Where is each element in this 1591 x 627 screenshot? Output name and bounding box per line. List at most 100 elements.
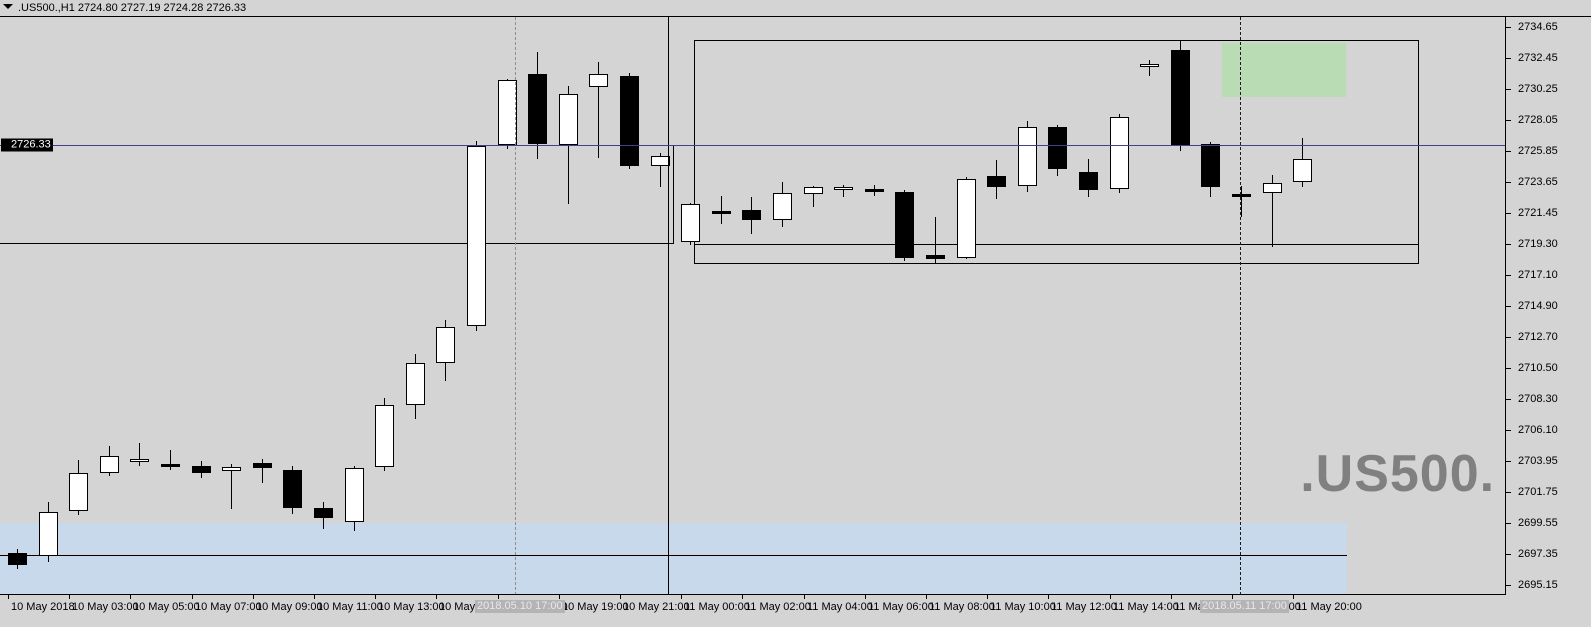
candle-body-bullish (957, 178, 976, 258)
candle-body-bearish (161, 464, 180, 468)
price-axis-label: 2703.95 (1518, 454, 1558, 467)
candle-body-bearish (253, 462, 272, 469)
candle-body-bullish (39, 512, 58, 557)
time-tick (192, 595, 193, 599)
time-axis-label: 10 May 07:00 (195, 601, 262, 613)
price-tick (1506, 58, 1511, 60)
candle-wick (813, 185, 814, 208)
price-axis-label: 2730.25 (1518, 83, 1558, 96)
price-axis-label: 2719.30 (1518, 237, 1558, 250)
time-axis-label: 11 May 10:00 (990, 601, 1056, 613)
candle-body-bearish (865, 188, 884, 192)
bid-price-line (0, 144, 1506, 146)
price-axis-label: 2728.05 (1518, 114, 1558, 127)
candle-body-bullish (681, 204, 700, 243)
rectangle-left[interactable] (0, 144, 674, 244)
time-cursor-highlight: 2018.05.10 17:00 (475, 600, 565, 613)
candle-body-bullish (559, 94, 578, 145)
time-axis-label: 10 May 09:00 (256, 601, 323, 613)
time-axis-label: 10 May 11:00 (317, 601, 383, 613)
time-tick (1171, 595, 1172, 599)
time-tick (987, 595, 988, 599)
candle-body-bullish (467, 146, 486, 326)
candle-wick (231, 464, 232, 510)
time-axis-label: 11 May 04:00 (807, 601, 873, 613)
time-tick (498, 595, 499, 599)
candle-body-bearish (1048, 126, 1067, 169)
candle-body-bullish (100, 455, 119, 473)
price-axis-label: 2734.65 (1518, 21, 1558, 33)
time-tick (926, 595, 927, 599)
zone-blue-lower (0, 556, 1347, 595)
candle-body-bearish (1171, 50, 1190, 145)
rectangle-right-inner-line (694, 243, 1419, 245)
price-tick (1506, 460, 1511, 462)
vertical-separator-line (668, 17, 669, 595)
candle-wick (1149, 60, 1150, 76)
price-tick (1506, 27, 1511, 28)
time-axis-label: 11 May 14:00 (1113, 601, 1179, 613)
time-axis-label: 11 May 12:00 (1051, 601, 1117, 613)
candle-body-bearish (895, 191, 914, 258)
candle-body-bullish (222, 467, 241, 472)
zone-green (1222, 43, 1346, 97)
price-axis-label: 2708.30 (1518, 393, 1558, 406)
candle-body-bearish (1079, 171, 1098, 191)
candle-wick (660, 153, 661, 188)
price-tick (1506, 89, 1511, 91)
time-tick (130, 595, 131, 599)
time-axis-label: 10 May 03:00 (72, 601, 139, 613)
candle-body-bullish (1263, 183, 1282, 193)
chart-plot-area[interactable] (0, 17, 1506, 595)
candle-wick (1272, 174, 1273, 247)
candle-body-bullish (1293, 159, 1312, 182)
price-axis-label: 2699.55 (1518, 516, 1558, 529)
time-axis-label: 10 May 21:00 (623, 601, 690, 613)
time-axis-label: 11 May 02:00 (745, 601, 811, 613)
chevron-down-icon[interactable] (3, 4, 13, 9)
candle-body-bearish (528, 74, 547, 144)
price-tick (1506, 368, 1511, 370)
candle-body-bullish (1110, 116, 1129, 189)
candle-body-bearish (742, 209, 761, 220)
price-axis-label: 2732.45 (1518, 52, 1558, 65)
time-axis-label: 10 May 05:00 (133, 601, 200, 613)
candle-body-bullish (589, 74, 608, 88)
price-tick (1506, 306, 1511, 307)
price-tick (1506, 399, 1511, 401)
candle-body-bullish (69, 472, 88, 511)
candle-wick (935, 217, 936, 264)
candle-body-bullish (834, 187, 853, 191)
time-tick (1110, 595, 1111, 599)
candle-body-bearish (620, 75, 639, 167)
candle-body-bullish (406, 362, 425, 405)
plot-bottom-border (0, 594, 1506, 595)
time-tick (8, 595, 9, 599)
time-tick (804, 595, 805, 599)
price-axis-label: 2723.65 (1518, 176, 1558, 189)
chart-title-bar: .US500.,H1 2724.80 2727.19 2724.28 2726.… (0, 0, 1591, 17)
price-tick (1506, 585, 1511, 586)
price-axis[interactable]: 2734.65 2732.45 2730.25 2728.05 2725.85 2723.… (1506, 17, 1591, 595)
candle-body-bullish (1140, 64, 1159, 68)
time-axis-label: 11 May 20:00 (1296, 601, 1362, 613)
time-axis[interactable]: 10 May 2018 10 May 03:00 10 May 05:00 10 Ma… (0, 595, 1591, 627)
candle-body-bullish (773, 192, 792, 220)
time-tick (314, 595, 315, 599)
time-tick (1232, 595, 1233, 599)
price-tick (1506, 522, 1511, 524)
candle-wick (1241, 185, 1242, 217)
time-tick (69, 595, 70, 599)
price-axis-label: 2714.90 (1518, 300, 1558, 312)
time-axis-label: 10 May 19:00 (562, 601, 629, 613)
price-axis-label: 2710.50 (1518, 362, 1558, 375)
time-cursor-highlight: 2018.05.11 17:00 (1200, 600, 1289, 613)
rectangle-right[interactable] (694, 40, 1419, 264)
time-tick (375, 595, 376, 599)
price-tick (1506, 151, 1511, 153)
price-axis-label: 2697.35 (1518, 547, 1558, 560)
candle-body-bearish (314, 508, 333, 518)
candle-body-bearish (1201, 143, 1220, 188)
candle-body-bearish (192, 465, 211, 473)
candle-body-bullish (375, 404, 394, 468)
